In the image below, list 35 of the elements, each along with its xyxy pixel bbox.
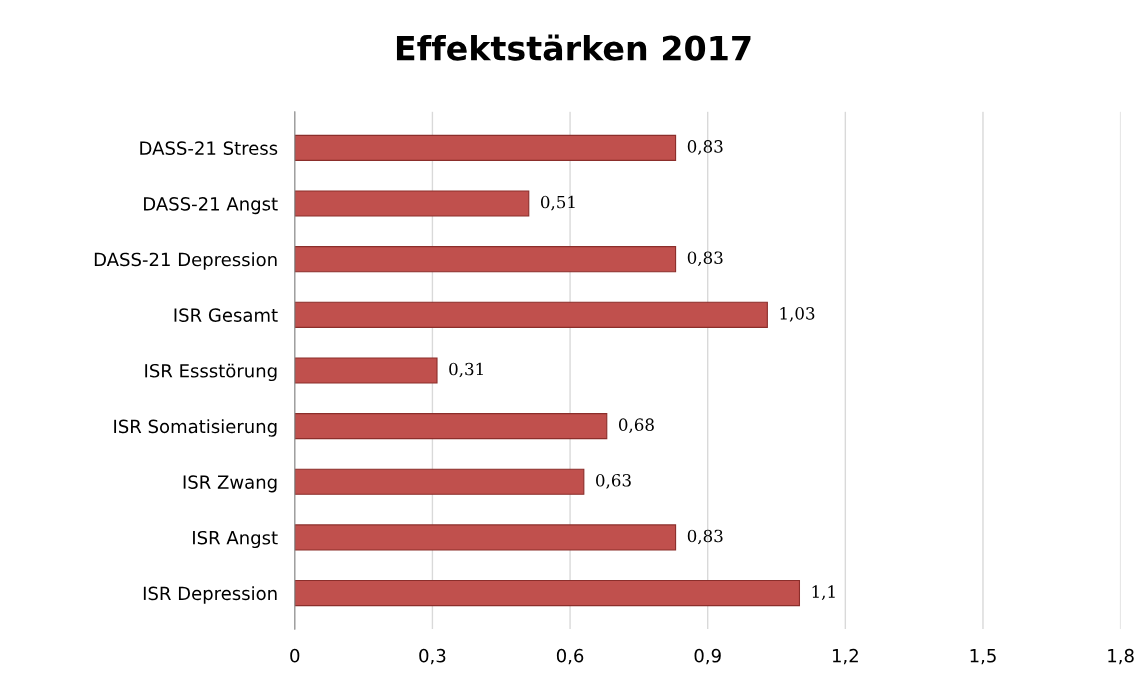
data-label: 0,68	[618, 418, 654, 433]
bar	[294, 134, 677, 161]
y-tick-label: ISR Zwang	[183, 475, 277, 493]
bar	[294, 579, 801, 607]
chart-title: Effektstärken 2017	[396, 34, 751, 61]
bar	[294, 413, 608, 440]
x-tick-label: 1,8	[1108, 648, 1134, 665]
data-label: 0,83	[687, 140, 723, 155]
y-tick-label: ISR Gesamt	[174, 308, 278, 322]
data-label: 0,31	[449, 362, 483, 378]
y-tick-label: ISR Somatisierung	[114, 419, 277, 437]
bar	[294, 246, 677, 273]
bar	[294, 524, 677, 551]
y-tick-label: ISR Angst	[193, 530, 278, 549]
bar	[294, 190, 530, 217]
y-tick-label: ISR Essstörung	[145, 363, 277, 382]
data-label: 0,83	[687, 529, 723, 545]
x-tick-label: 0,9	[694, 648, 721, 665]
data-label: 0,83	[687, 251, 723, 267]
x-tick-label: 0,3	[419, 648, 446, 665]
y-tick-label: DASS-21 Angst	[144, 196, 278, 215]
data-label: 0,63	[596, 474, 631, 489]
data-label: 0,51	[540, 195, 575, 211]
bar	[294, 301, 768, 328]
data-label: 1,03	[780, 307, 815, 322]
y-tick-label: ISR Depression	[143, 586, 277, 604]
y-tick-label: DASS-21 Depression	[94, 252, 277, 270]
y-tick-label: DASS-21 Stress	[140, 141, 278, 155]
x-tick-label: 0	[290, 648, 300, 663]
bar	[294, 357, 438, 384]
x-tick-label: 0,6	[556, 648, 584, 665]
bar	[294, 468, 585, 495]
x-tick-label: 1,5	[970, 649, 996, 665]
data-label: 1,1	[812, 585, 835, 600]
x-tick-label: 1,2	[832, 648, 858, 665]
